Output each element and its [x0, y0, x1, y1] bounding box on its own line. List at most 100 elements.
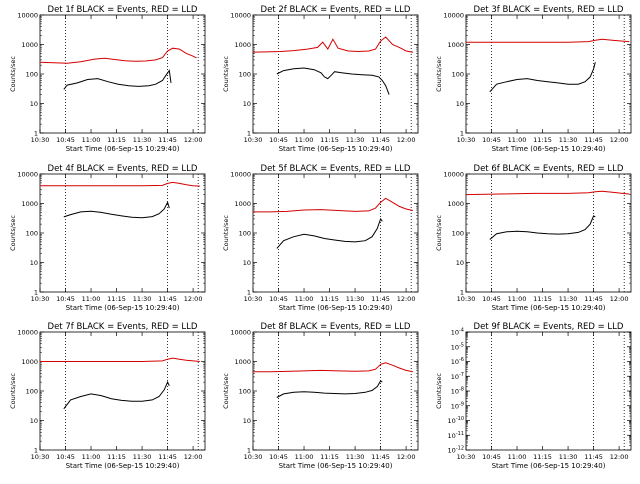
x-tick-label: 11:30 — [346, 295, 365, 303]
y-tick-label: 1000 — [234, 358, 251, 366]
y-tick-exponent: -6 — [459, 357, 464, 363]
y-tick-label: 100 — [452, 71, 464, 79]
plot-frame — [465, 14, 632, 134]
series-events-line — [276, 380, 383, 398]
x-tick-label: 11:45 — [158, 453, 177, 461]
y-tick-label: 10000 — [443, 171, 464, 179]
series-lld-line — [253, 197, 414, 213]
panel-title: Det 2f BLACK = Events, RED = LLD — [261, 5, 411, 15]
y-tick-label: 100 — [239, 71, 251, 79]
y-tick-label: 100 — [452, 230, 464, 238]
y-tick-label: 1000 — [234, 41, 251, 49]
x-tick-label: 11:30 — [133, 453, 152, 461]
x-tick-label: 11:45 — [371, 295, 390, 303]
y-tick-label: 10000 — [230, 12, 251, 20]
x-tick-label: 11:30 — [133, 295, 152, 303]
x-tick-label: 12:00 — [610, 453, 629, 461]
x-tick-label: 11:15 — [533, 453, 552, 461]
panel-p2: Det 2f BLACK = Events, RED = LLD 1 10 100 10… — [222, 5, 419, 153]
series-lld-line — [252, 36, 413, 53]
x-tick-label: 11:45 — [158, 136, 177, 144]
x-tick-label: 10:45 — [482, 295, 501, 303]
x-tick-label: 10:30 — [244, 453, 263, 461]
x-tick-label: 11:00 — [295, 295, 314, 303]
panel-title: Det 6f BLACK = Events, RED = LLD — [474, 164, 624, 174]
y-tick-label: 100 — [26, 230, 38, 238]
x-tick-label: 11:15 — [533, 295, 552, 303]
x-tick-label: 11:00 — [82, 136, 101, 144]
x-axis-label: Start Time (06-Sep-15 10:29:40) — [66, 145, 180, 153]
y-axis-label: Counts/sec — [222, 215, 230, 251]
y-tick-label: 10 — [243, 259, 251, 267]
x-tick-label: 11:15 — [320, 136, 339, 144]
x-axis-label: Start Time (06-Sep-15 10:29:40) — [492, 304, 606, 312]
y-tick-label: 10-7 — [451, 372, 464, 381]
x-tick-label: 10:45 — [56, 453, 75, 461]
x-axis-label: Start Time (06-Sep-15 10:29:40) — [66, 462, 180, 470]
x-tick-label: 11:15 — [107, 136, 126, 144]
x-tick-label: 11:45 — [371, 453, 390, 461]
x-tick-label: 10:30 — [31, 136, 50, 144]
y-tick-exponent: -12 — [456, 446, 464, 452]
plot-frame — [39, 331, 206, 451]
y-tick-label: 1 — [34, 130, 38, 138]
panel-p6: Det 6f BLACK = Events, RED = LLD 1 10 100 10… — [435, 164, 632, 312]
x-tick-label: 11:15 — [320, 295, 339, 303]
x-tick-label: 11:30 — [346, 453, 365, 461]
x-tick-label: 12:00 — [184, 136, 203, 144]
y-tick-label: 1 — [460, 289, 464, 297]
y-tick-label: 100 — [26, 71, 38, 79]
panel-title: Det 7f BLACK = Events, RED = LLD — [48, 322, 198, 332]
y-tick-label: 10 — [456, 259, 464, 267]
y-tick-label: 10 — [30, 259, 38, 267]
plot-frame — [465, 331, 632, 451]
panel-title: Det 3f BLACK = Events, RED = LLD — [474, 5, 624, 15]
x-tick-label: 10:45 — [269, 453, 288, 461]
x-axis-label: Start Time (06-Sep-15 10:29:40) — [66, 304, 180, 312]
panel-p3: Det 3f BLACK = Events, RED = LLD 1 10 100 10… — [435, 5, 632, 153]
y-tick-exponent: -11 — [456, 431, 464, 437]
y-tick-label: 1 — [247, 130, 251, 138]
x-tick-label: 10:45 — [56, 295, 75, 303]
y-tick-label: 10-6 — [451, 357, 464, 366]
y-tick-label: 1000 — [447, 41, 464, 49]
y-tick-label: 10 — [30, 100, 38, 108]
y-tick-label: 1000 — [21, 200, 38, 208]
y-tick-label: 100 — [239, 230, 251, 238]
x-tick-label: 11:15 — [320, 453, 339, 461]
y-tick-exponent: -10 — [456, 416, 464, 422]
y-tick-label: 10-11 — [448, 431, 464, 440]
y-tick-label: 10-12 — [448, 446, 464, 455]
x-tick-label: 12:00 — [610, 136, 629, 144]
x-tick-label: 10:45 — [56, 136, 75, 144]
y-tick-label: 10000 — [443, 12, 464, 20]
x-tick-label: 11:00 — [508, 295, 527, 303]
series-lld-line — [40, 357, 200, 362]
panel-title: Det 9f BLACK = Events, RED = LLD — [474, 322, 624, 332]
x-tick-label: 11:15 — [107, 453, 126, 461]
plot-frame — [252, 331, 419, 451]
y-tick-label: 10 — [243, 100, 251, 108]
series-events-line — [63, 200, 170, 219]
series-events-line — [489, 62, 596, 93]
panel-p8: Det 8f BLACK = Events, RED = LLD 1 10 100 10… — [222, 322, 419, 470]
x-tick-label: 10:30 — [457, 136, 476, 144]
y-tick-label: 1 — [460, 130, 464, 138]
y-tick-label: 10000 — [17, 12, 38, 20]
x-axis-label: Start Time (06-Sep-15 10:29:40) — [492, 145, 606, 153]
series-events-line — [63, 380, 170, 410]
plot-frame — [252, 173, 419, 293]
y-tick-label: 1 — [34, 289, 38, 297]
y-tick-exponent: -9 — [459, 401, 464, 407]
x-tick-label: 11:30 — [133, 136, 152, 144]
panel-p9: Det 9f BLACK = Events, RED = LLD 10-12 10-… — [435, 322, 632, 470]
series-events-line — [63, 69, 172, 90]
series-lld-line — [465, 190, 630, 196]
x-axis-label: Start Time (06-Sep-15 10:29:40) — [492, 462, 606, 470]
x-tick-label: 10:30 — [31, 453, 50, 461]
x-tick-label: 11:00 — [295, 136, 314, 144]
y-tick-label: 10-10 — [448, 416, 464, 425]
x-tick-label: 11:45 — [584, 453, 603, 461]
panel-p5: Det 5f BLACK = Events, RED = LLD 1 10 100 10… — [222, 164, 419, 312]
